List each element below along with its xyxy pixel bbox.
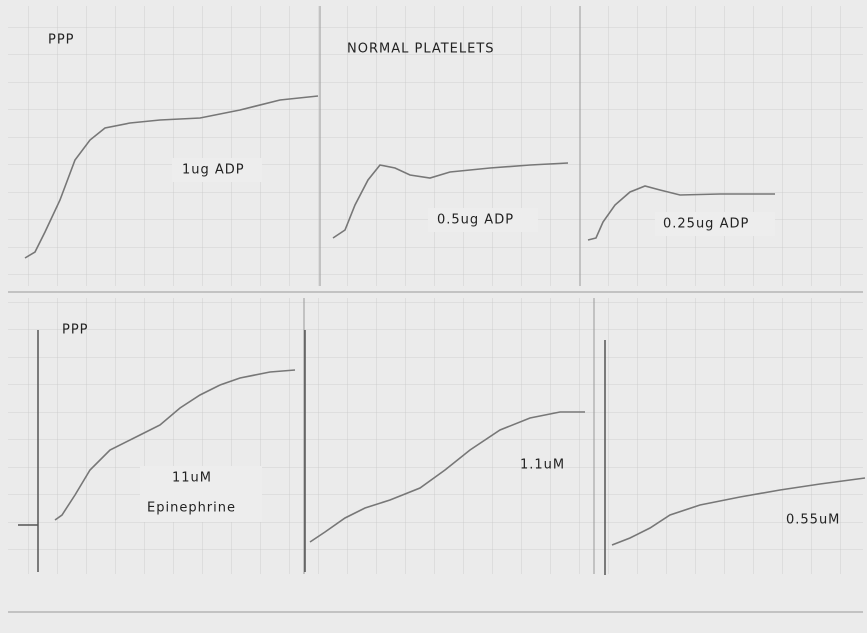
condition-label: 1ug ADP (182, 163, 245, 178)
condition-label: 0.25ug ADP (663, 217, 749, 232)
condition-label: 11uM (172, 471, 212, 486)
title: NORMAL PLATELETS (347, 42, 495, 57)
condition-label: 0.5ug ADP (437, 213, 514, 228)
recording: PPP NORMAL PLATELETS 1ug ADP 0.5ug ADP 0… (0, 0, 867, 633)
reference-label: PPP (48, 33, 75, 48)
condition-label: 1.1uM (520, 458, 565, 473)
reference-label: PPP (62, 323, 89, 338)
condition-label: 0.55uM (786, 513, 840, 528)
condition-label: Epinephrine (147, 501, 236, 516)
